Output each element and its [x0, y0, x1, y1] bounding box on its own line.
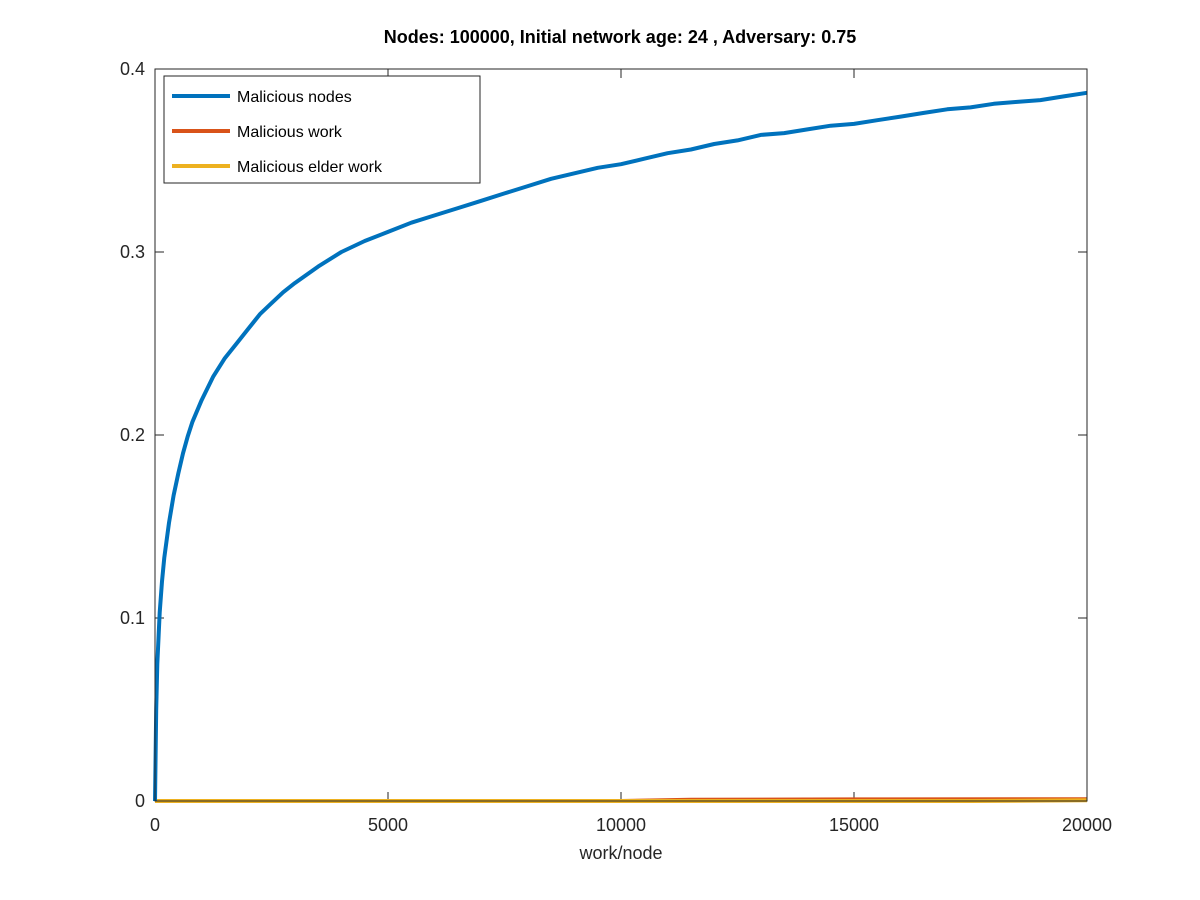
x-tick-label: 15000	[829, 815, 879, 835]
legend-label: Malicious nodes	[237, 89, 352, 106]
series-line-malicious-nodes	[153, 90, 1088, 802]
y-tick-label: 0.4	[120, 59, 145, 79]
x-axis-label: work/node	[578, 843, 662, 863]
y-tick-label: 0.3	[120, 242, 145, 262]
plot-area	[155, 69, 1087, 801]
legend-label: Malicious elder work	[237, 159, 383, 176]
x-tick-label: 10000	[596, 815, 646, 835]
y-tick-label: 0.1	[120, 608, 145, 628]
legend: Malicious nodes Malicious work Malicious e…	[163, 75, 481, 184]
x-axis: 0 5000 10000 15000 20000	[150, 69, 1112, 835]
x-tick-label: 20000	[1062, 815, 1112, 835]
chart-title: Nodes: 100000, Initial network age: 24 ,…	[384, 27, 857, 47]
legend-label: Malicious work	[237, 124, 343, 141]
x-tick-label: 5000	[368, 815, 408, 835]
y-tick-label: 0.2	[120, 425, 145, 445]
x-tick-label: 0	[150, 815, 160, 835]
plot-frame	[154, 68, 1088, 802]
y-tick-label: 0	[135, 791, 145, 811]
